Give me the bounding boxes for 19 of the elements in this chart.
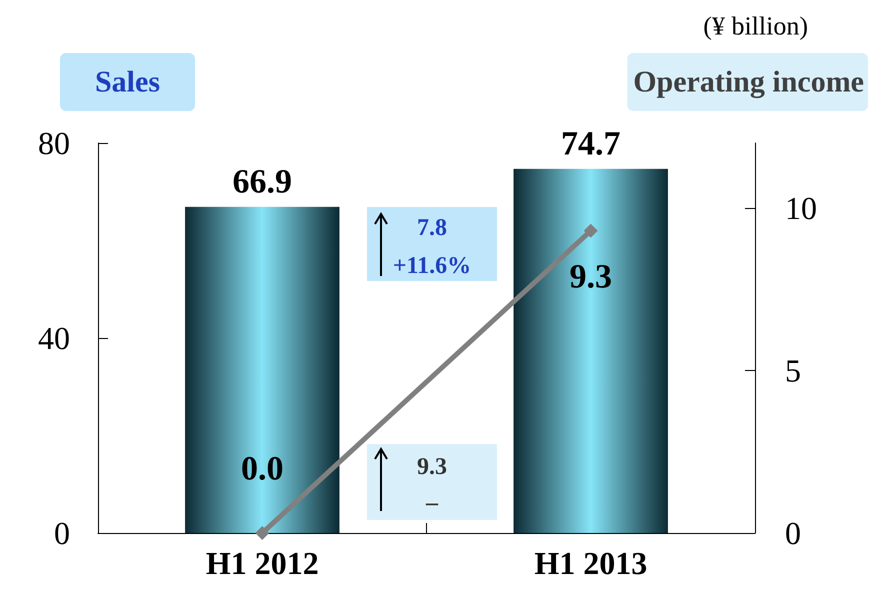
x-tick-label: H1 2012 (206, 545, 319, 581)
annotation: – (425, 490, 439, 516)
annotation: 7.8 (417, 215, 447, 241)
y2-tick-label: 10 (785, 190, 817, 226)
y2-tick-label: 5 (785, 352, 801, 388)
y-axis-title: Sales (95, 66, 160, 98)
text: (¥ billion) (703, 12, 808, 40)
data-label: 0.0 (241, 450, 284, 488)
y-tick-label: 80 (38, 125, 70, 161)
y-tick-label: 40 (38, 320, 70, 356)
x-tick-label: H1 2013 (534, 545, 648, 581)
data-label: 74.7 (561, 125, 620, 162)
y-tick-label: 0 (54, 515, 70, 551)
y2-tick-label: 0 (785, 515, 801, 551)
annotation: +11.6% (392, 253, 472, 279)
y2-axis-title: Operating income (633, 66, 864, 98)
annotation: 9.3 (417, 454, 447, 480)
data-label: 9.3 (570, 258, 612, 296)
data-label: 66.9 (232, 163, 292, 200)
